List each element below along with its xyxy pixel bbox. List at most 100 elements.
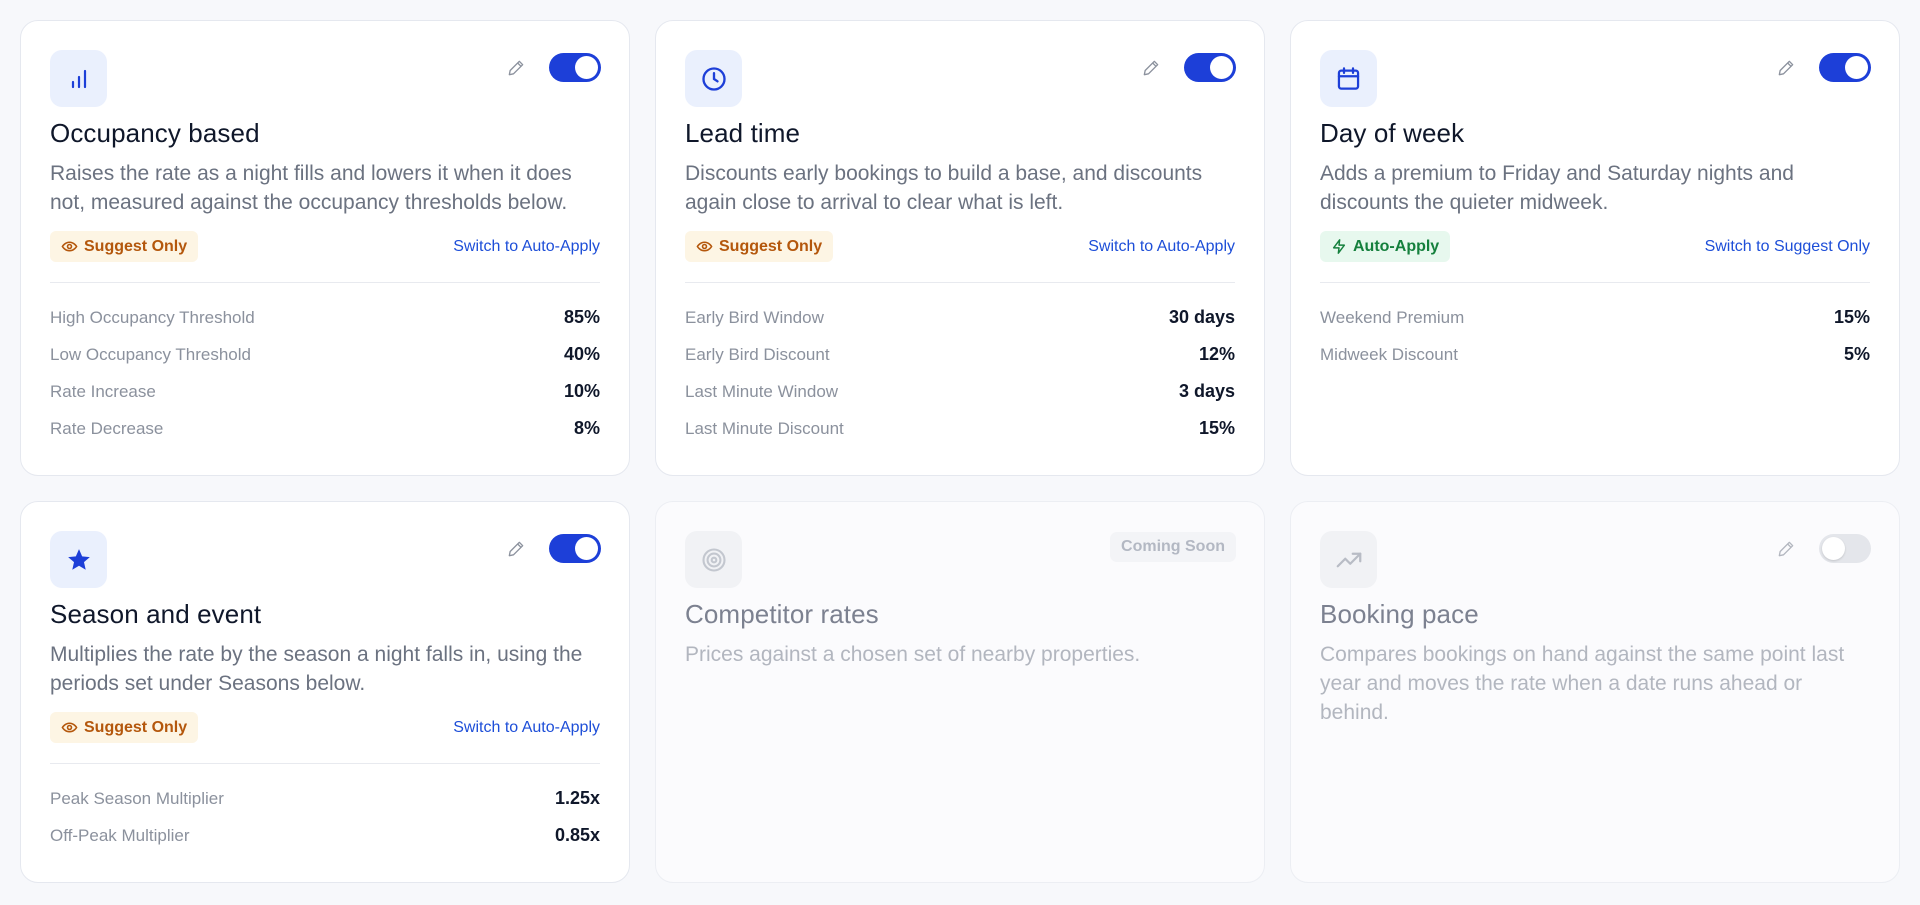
rule-title: Day of week xyxy=(1320,118,1465,148)
rule-icon-box xyxy=(1320,50,1377,107)
mode-badge-auto: Auto-Apply xyxy=(1320,231,1451,262)
param-label: Off-Peak Multiplier xyxy=(50,825,190,845)
param-row: Early Bird Discount 12% xyxy=(685,336,1235,373)
rule-card-booking-pace: Booking pace Compares bookings on hand a… xyxy=(1290,501,1900,883)
param-row: Off-Peak Multiplier 0.85x xyxy=(50,817,600,854)
lightning-icon xyxy=(1332,239,1346,254)
trending-up-icon xyxy=(1336,552,1361,567)
target-icon xyxy=(701,547,726,572)
bar-chart-icon xyxy=(71,69,86,88)
param-value: 8% xyxy=(573,418,600,438)
rule-card-occupancy: Occupancy based Raises the rate as a nig… xyxy=(20,20,630,476)
rule-card-season-event: Season and event Multiplies the rate by … xyxy=(20,501,630,883)
mode-badge-label: Suggest Only xyxy=(84,718,188,736)
eye-icon xyxy=(61,722,78,733)
switch-mode-link[interactable]: Switch to Auto-Apply xyxy=(453,718,600,736)
param-value: 15% xyxy=(1833,307,1870,327)
rule-toggle[interactable] xyxy=(1184,53,1236,82)
divider xyxy=(50,282,600,283)
param-label: Weekend Premium xyxy=(1320,307,1465,327)
star-icon xyxy=(67,548,90,570)
rule-icon-box xyxy=(685,531,742,588)
param-row: Early Bird Window 30 days xyxy=(685,299,1235,336)
rule-toggle[interactable] xyxy=(1819,534,1871,563)
param-label: High Occupancy Threshold xyxy=(50,307,255,327)
param-row: Last Minute Discount 15% xyxy=(685,410,1235,447)
eye-icon xyxy=(61,241,78,252)
param-value: 10% xyxy=(563,381,600,401)
param-label: Peak Season Multiplier xyxy=(50,788,224,808)
param-label: Last Minute Discount xyxy=(685,418,844,438)
rule-title: Lead time xyxy=(685,118,801,148)
mode-badge-label: Suggest Only xyxy=(719,237,823,255)
param-list: Weekend Premium 15% Midweek Discount 5% xyxy=(1320,299,1870,373)
rule-icon-box xyxy=(50,531,107,588)
rule-icon-box xyxy=(685,50,742,107)
param-row: Last Minute Window 3 days xyxy=(685,373,1235,410)
rule-title: Competitor rates xyxy=(685,599,879,629)
switch-mode-link[interactable]: Switch to Suggest Only xyxy=(1704,237,1870,255)
eye-icon xyxy=(696,241,713,252)
param-list: High Occupancy Threshold 85% Low Occupanc… xyxy=(50,299,600,447)
edit-pencil-icon[interactable] xyxy=(1775,538,1797,560)
param-list: Early Bird Window 30 days Early Bird Disc… xyxy=(685,299,1235,447)
rule-toggle[interactable] xyxy=(1819,53,1871,82)
rule-title: Occupancy based xyxy=(50,118,260,148)
rule-description: Discounts early bookings to build a base… xyxy=(685,162,1203,214)
rule-description: Multiplies the rate by the season a nigh… xyxy=(50,643,583,695)
edit-pencil-icon[interactable] xyxy=(1775,57,1797,79)
param-row: Weekend Premium 15% xyxy=(1320,299,1870,336)
edit-pencil-icon[interactable] xyxy=(505,538,527,560)
param-label: Early Bird Discount xyxy=(685,344,830,364)
divider xyxy=(685,282,1235,283)
rule-description: Raises the rate as a night fills and low… xyxy=(50,162,572,214)
rule-title: Booking pace xyxy=(1320,599,1479,629)
mode-badge-suggest: Suggest Only xyxy=(50,231,199,262)
param-row: Midweek Discount 5% xyxy=(1320,336,1870,373)
rule-description: Prices against a chosen set of nearby pr… xyxy=(685,643,1141,666)
clock-icon xyxy=(701,66,726,91)
rule-title: Season and event xyxy=(50,599,262,629)
param-row: Low Occupancy Threshold 40% xyxy=(50,336,600,373)
param-value: 15% xyxy=(1198,418,1235,438)
param-value: 85% xyxy=(563,307,600,327)
param-label: Last Minute Window xyxy=(685,381,839,401)
divider xyxy=(50,763,600,764)
mode-badge-label: Suggest Only xyxy=(84,237,188,255)
rule-toggle[interactable] xyxy=(549,53,601,82)
rule-description: Adds a premium to Friday and Saturday ni… xyxy=(1320,162,1794,214)
calendar-icon xyxy=(1337,67,1360,90)
edit-pencil-icon[interactable] xyxy=(505,57,527,79)
rule-toggle[interactable] xyxy=(549,534,601,563)
rule-description: Compares bookings on hand against the sa… xyxy=(1320,643,1845,724)
param-label: Midweek Discount xyxy=(1320,344,1458,364)
param-row: Rate Increase 10% xyxy=(50,373,600,410)
param-value: 12% xyxy=(1198,344,1235,364)
param-row: High Occupancy Threshold 85% xyxy=(50,299,600,336)
rule-card-lead-time: Lead time Discounts early bookings to bu… xyxy=(655,20,1265,476)
mode-badge-label: Auto-Apply xyxy=(1353,237,1440,255)
param-row: Peak Season Multiplier 1.25x xyxy=(50,780,600,817)
param-value: 40% xyxy=(563,344,600,364)
param-list: Peak Season Multiplier 1.25x Off-Peak Mul… xyxy=(50,780,600,854)
param-value: 0.85x xyxy=(554,825,600,845)
param-row: Rate Decrease 8% xyxy=(50,410,600,447)
param-label: Low Occupancy Threshold xyxy=(50,344,251,364)
param-value: 5% xyxy=(1843,344,1870,364)
param-label: Early Bird Window xyxy=(685,307,824,327)
edit-pencil-icon[interactable] xyxy=(1140,57,1162,79)
param-label: Rate Increase xyxy=(50,381,156,401)
coming-soon-badge: Coming Soon xyxy=(1110,532,1236,562)
param-label: Rate Decrease xyxy=(50,418,164,438)
rule-card-day-of-week: Day of week Adds a premium to Friday and… xyxy=(1290,20,1900,476)
param-value: 3 days xyxy=(1178,381,1235,401)
mode-badge-suggest: Suggest Only xyxy=(50,712,199,743)
param-value: 30 days xyxy=(1168,307,1235,327)
divider xyxy=(1320,282,1870,283)
mode-badge-suggest: Suggest Only xyxy=(685,231,834,262)
switch-mode-link[interactable]: Switch to Auto-Apply xyxy=(453,237,600,255)
rule-icon-box xyxy=(1320,531,1377,588)
switch-mode-link[interactable]: Switch to Auto-Apply xyxy=(1088,237,1235,255)
rule-icon-box xyxy=(50,50,107,107)
rules-grid: Occupancy based Raises the rate as a nig… xyxy=(20,20,1900,883)
